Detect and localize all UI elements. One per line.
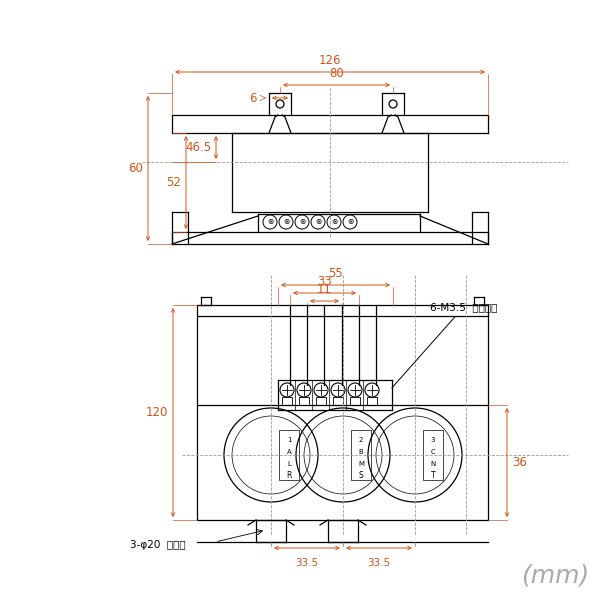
Text: 52: 52 (166, 176, 181, 189)
Text: 36: 36 (512, 456, 527, 469)
Text: ⊗: ⊗ (267, 217, 273, 226)
Text: 120: 120 (146, 406, 168, 419)
Text: R: R (286, 470, 292, 479)
Text: 3: 3 (431, 437, 435, 443)
Text: 126: 126 (319, 54, 341, 67)
Text: ⊗: ⊗ (299, 217, 305, 226)
Text: 60: 60 (128, 162, 143, 175)
Text: 2: 2 (359, 437, 363, 443)
Text: 33: 33 (317, 275, 332, 288)
Text: ⊗: ⊗ (347, 217, 353, 226)
Text: ⊗: ⊗ (283, 217, 289, 226)
Bar (316, 397, 326, 405)
Bar (350, 397, 360, 405)
Bar (423, 430, 443, 480)
Text: A: A (287, 449, 292, 455)
Text: 33.5: 33.5 (367, 558, 391, 568)
Text: B: B (359, 449, 364, 455)
Bar (351, 430, 371, 480)
Bar (299, 397, 309, 405)
Text: N: N (430, 461, 436, 467)
Text: L: L (287, 461, 291, 467)
Text: ⊗: ⊗ (331, 217, 337, 226)
Bar (367, 397, 377, 405)
Bar (333, 397, 343, 405)
Text: 1: 1 (287, 437, 291, 443)
Text: 46.5: 46.5 (185, 141, 211, 154)
Text: 3-φ20  貫通穴: 3-φ20 貫通穴 (130, 540, 185, 550)
Text: (mm): (mm) (521, 563, 589, 587)
Text: 6: 6 (250, 91, 257, 104)
Text: 55: 55 (328, 267, 343, 280)
Text: C: C (431, 449, 436, 455)
Text: M: M (358, 461, 364, 467)
Bar (279, 430, 299, 480)
Text: 6-M3.5  端子ねじ: 6-M3.5 端子ねじ (392, 302, 497, 388)
Text: T: T (431, 470, 436, 479)
Text: 33.5: 33.5 (295, 558, 319, 568)
Text: 11: 11 (317, 283, 332, 296)
Text: ⊗: ⊗ (315, 217, 321, 226)
Bar (282, 397, 292, 405)
Text: 80: 80 (329, 67, 344, 80)
Text: S: S (359, 470, 364, 479)
